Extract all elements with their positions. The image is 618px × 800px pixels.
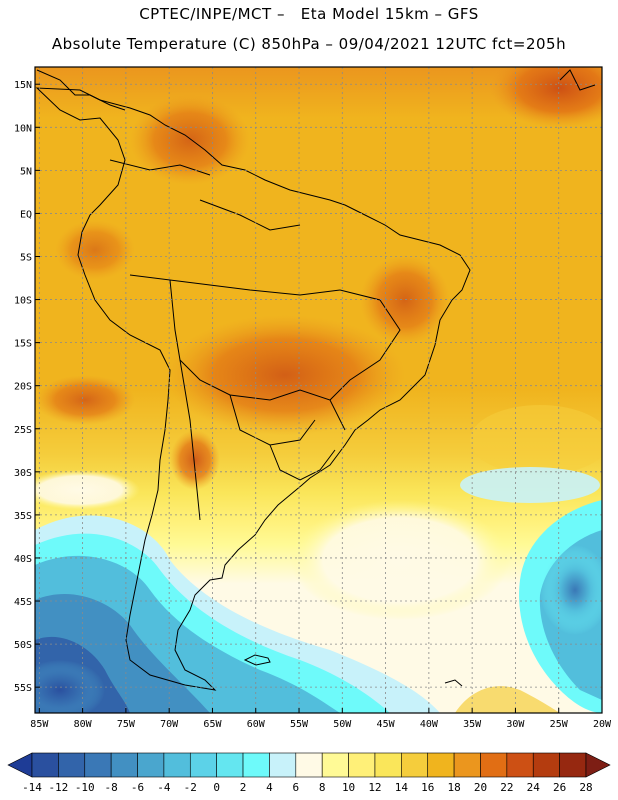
island-shape: [243, 654, 271, 666]
lat-tick-label: EQ: [20, 209, 32, 220]
colorbar-label: 4: [266, 781, 273, 794]
border-uruguay: [269, 444, 336, 481]
lat-tick-label: 20S: [14, 382, 32, 393]
border-brazil-states: [329, 289, 401, 401]
lat-tick-label: 50S: [14, 640, 32, 651]
map-title-line-1: CPTEC/INPE/MCT – Eta Model 15km – GFS: [139, 5, 479, 23]
colorbar-swatch: [506, 752, 534, 778]
latitude-tick-labels: 15N 10N 5N EQ 5S 10S 15S 20S 25S 30S 35S 40S 45S 50S 5…: [14, 80, 40, 694]
colorbar-swatch: [216, 752, 244, 778]
colorbar-swatch: [480, 752, 508, 778]
colorbar-label: 2: [240, 781, 247, 794]
colorbar-swatch: [532, 752, 560, 778]
africa-coast: [559, 69, 596, 91]
colorbar-label: 18: [447, 781, 460, 794]
colorbar-swatch: [427, 752, 455, 778]
colorbar-swatch: [321, 752, 349, 778]
map-title-line-2: Absolute Temperature (C) 850hPa – 09/04/…: [51, 35, 567, 53]
border-andes: [179, 359, 201, 521]
lat-tick-label: 15N: [14, 80, 32, 91]
colorbar-label: 16: [421, 781, 434, 794]
colorbar-label: -10: [75, 781, 95, 794]
colorbar-label: 22: [500, 781, 513, 794]
colorbar-label: -2: [184, 781, 197, 794]
colorbar-max-arrow: [585, 752, 611, 778]
colorbar: [7, 752, 611, 778]
colorbar-label: 8: [319, 781, 326, 794]
colorbar-label: -12: [48, 781, 68, 794]
lat-tick-label: 55S: [14, 683, 32, 694]
lon-tick-label: 75W: [117, 719, 136, 730]
longitude-tick-labels: 85W 80W 75W 70W 65W 60W 55W 50W 45W 40W 35W 30W 25W 2…: [30, 708, 612, 730]
lon-tick-label: 60W: [247, 719, 266, 730]
colorbar-label: 24: [527, 781, 541, 794]
colorbar-label: 12: [368, 781, 381, 794]
falklands: [444, 679, 463, 687]
lat-tick-label: 15S: [14, 339, 32, 350]
lon-tick-label: 35W: [463, 719, 482, 730]
lat-tick-label: 25S: [14, 425, 32, 436]
central-america-coast: [36, 69, 126, 111]
lon-tick-label: 80W: [74, 719, 93, 730]
colorbar-swatch: [163, 752, 191, 778]
lon-tick-label: 40W: [420, 719, 439, 730]
lon-tick-label: 25W: [550, 719, 569, 730]
colorbar-label: 26: [553, 781, 566, 794]
colorbar-swatch: [137, 752, 165, 778]
colorbar-label: 10: [342, 781, 355, 794]
colorbar-swatch: [58, 752, 86, 778]
colorbar-tick-labels: -14 -12 -10 -8 -6 -4 -2 0 2 4 6 8 10 12 14 16 18 20 22 24 26…: [22, 781, 593, 794]
colorbar-label: 0: [213, 781, 220, 794]
colorbar-label: -6: [131, 781, 144, 794]
lat-tick-label: 35S: [14, 511, 32, 522]
colorbar-swatch: [110, 752, 138, 778]
colorbar-label: 6: [292, 781, 299, 794]
lon-tick-label: 65W: [203, 719, 222, 730]
lat-tick-label: 30S: [14, 468, 32, 479]
lat-tick-label: 10N: [14, 123, 32, 134]
colorbar-label: 20: [474, 781, 487, 794]
lon-tick-label: 45W: [377, 719, 396, 730]
colorbar-swatch: [242, 752, 270, 778]
south-america-coastline: [35, 87, 471, 691]
colorbar-label: -8: [105, 781, 118, 794]
colorbar-label: -14: [22, 781, 42, 794]
lon-tick-label: 70W: [160, 719, 179, 730]
colorbar-label: 14: [395, 781, 409, 794]
colorbar-min-arrow: [7, 752, 33, 778]
lat-tick-label: 45S: [14, 597, 32, 608]
lat-tick-label: 10S: [14, 296, 32, 307]
lon-tick-label: 50W: [333, 719, 352, 730]
border-north: [129, 274, 341, 296]
colorbar-swatch: [31, 752, 59, 778]
colorbar-swatch: [189, 752, 217, 778]
lon-tick-label: 20W: [593, 719, 612, 730]
lat-tick-label: 5N: [20, 166, 32, 177]
colorbar-swatch: [401, 752, 429, 778]
colorbar-swatch: [84, 752, 112, 778]
colorbar-swatch: [295, 752, 323, 778]
lon-tick-label: 85W: [30, 719, 49, 730]
temperature-field: [35, 67, 602, 713]
map-frame: [34, 66, 603, 714]
colorbar-swatch: [374, 752, 402, 778]
lat-tick-label: 5S: [20, 252, 32, 263]
colorbar-swatch: [453, 752, 481, 778]
lon-tick-label: 30W: [506, 719, 525, 730]
lon-tick-label: 55W: [290, 719, 309, 730]
colorbar-swatch: [269, 752, 297, 778]
colorbar-label: -4: [157, 781, 171, 794]
colorbar-swatch: [559, 752, 587, 778]
colorbar-label: 28: [579, 781, 592, 794]
colorbar-swatch: [348, 752, 376, 778]
border-amazon: [199, 199, 301, 231]
lat-tick-label: 40S: [14, 554, 32, 565]
